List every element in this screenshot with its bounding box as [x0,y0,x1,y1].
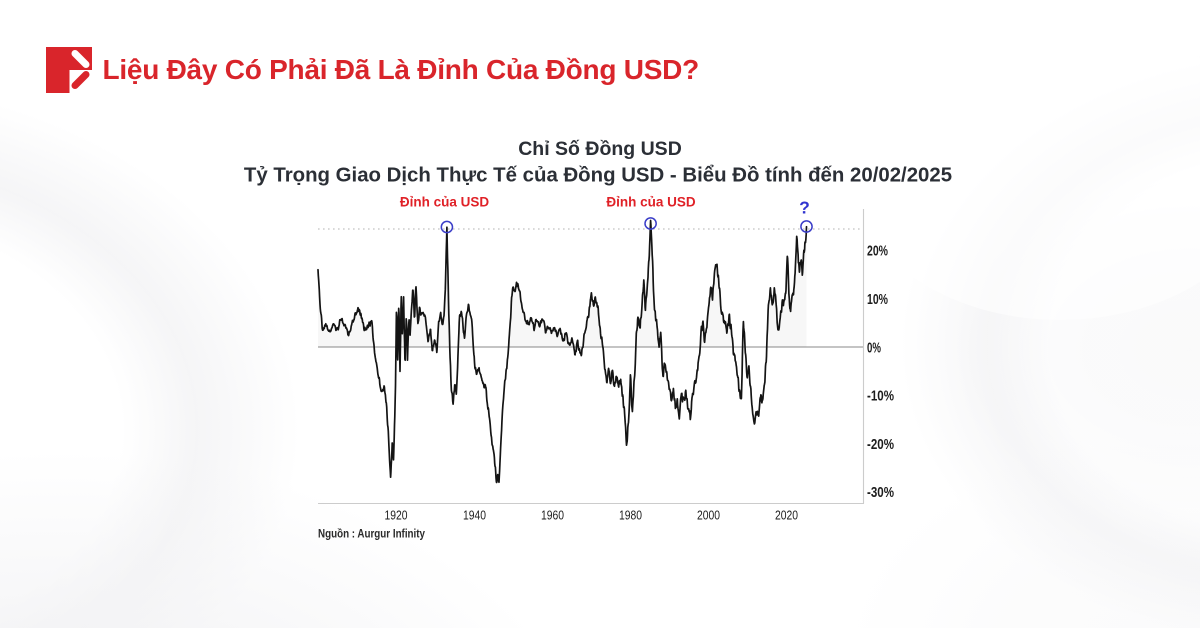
svg-text:1960: 1960 [541,508,564,523]
svg-text:-10%: -10% [867,389,894,405]
svg-text:10%: 10% [867,292,888,308]
svg-text:1980: 1980 [619,508,642,523]
svg-text:?: ? [799,198,810,218]
svg-text:1920: 1920 [385,508,408,523]
svg-text:Chỉ Số Đồng USD: Chỉ Số Đồng USD [518,138,682,160]
svg-text:-20%: -20% [867,437,894,453]
svg-text:Nguồn : Aurgur Infinity: Nguồn : Aurgur Infinity [318,527,425,541]
svg-text:Tỷ Trọng Giao Dịch Thực Tế của: Tỷ Trọng Giao Dịch Thực Tế của Đồng USD … [244,165,952,187]
svg-text:2000: 2000 [697,508,720,523]
svg-text:1940: 1940 [463,508,486,523]
svg-text:0%: 0% [867,340,881,356]
svg-text:2020: 2020 [775,508,798,523]
svg-text:20%: 20% [867,244,888,260]
svg-text:Đỉnh của USD: Đỉnh của USD [606,195,696,210]
svg-text:-30%: -30% [867,485,894,501]
svg-text:Đỉnh của USD: Đỉnh của USD [400,195,490,210]
